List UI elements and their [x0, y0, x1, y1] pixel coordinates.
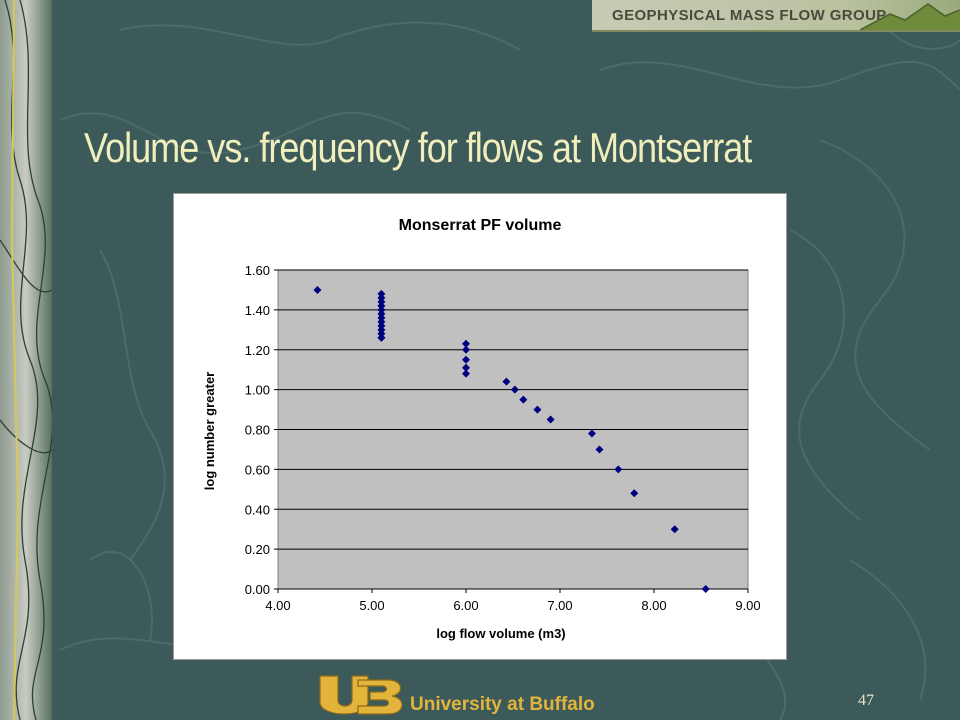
y-tick-label: 1.00 — [245, 383, 270, 398]
x-axis-ticks: 4.00 5.00 6.00 7.00 8.00 9.00 — [265, 589, 761, 613]
data-point — [701, 585, 710, 593]
data-point — [462, 345, 470, 354]
data-point — [502, 377, 511, 386]
y-axis-label: log number greater — [202, 372, 217, 490]
page-number: 47 — [858, 692, 874, 709]
x-tick-label: 7.00 — [547, 598, 572, 613]
mountain-icon — [860, 3, 960, 30]
data-point — [510, 385, 519, 394]
chart-panel: Monserrat PF volume 0.00 0.20 0.40 0.60 0.80… — [173, 193, 787, 660]
data-point — [519, 395, 528, 404]
group-name: GEOPHYSICAL MASS FLOW GROUP — [612, 7, 887, 24]
y-tick-label: 0.00 — [245, 582, 270, 597]
x-tick-label: 4.00 — [265, 598, 290, 613]
data-point — [462, 369, 470, 378]
y-tick-label: 0.60 — [245, 462, 270, 477]
data-point — [377, 333, 386, 342]
y-tick-label: 1.60 — [245, 263, 270, 278]
grid-lines — [278, 269, 748, 590]
data-point — [533, 405, 542, 414]
y-axis-ticks: 0.00 0.20 0.40 0.60 0.80 1.00 1.20 1.40 1.60 — [245, 263, 278, 597]
x-axis-label: log flow volume (m3) — [436, 626, 565, 641]
y-tick-label: 0.20 — [245, 542, 270, 557]
data-point — [462, 363, 470, 372]
chart-title: Monserrat PF volume — [399, 217, 562, 234]
data-point — [462, 339, 470, 348]
scatter-chart: Monserrat PF volume 0.00 0.20 0.40 0.60 0.80… — [202, 217, 761, 641]
data-point — [462, 355, 470, 364]
university-name: University at Buffalo — [410, 694, 595, 715]
slide-title: Volume vs. frequency for flows at Montse… — [84, 124, 752, 171]
data-point — [587, 429, 596, 438]
x-tick-label: 9.00 — [735, 598, 760, 613]
data-point — [670, 525, 679, 534]
y-tick-label: 1.20 — [245, 343, 270, 358]
data-point — [614, 465, 623, 474]
header-banner: GEOPHYSICAL MASS FLOW GROUP — [592, 0, 960, 32]
data-point — [630, 489, 639, 498]
data-point — [546, 415, 555, 424]
y-tick-label: 1.40 — [245, 303, 270, 318]
data-points — [313, 285, 710, 593]
y-tick-label: 0.40 — [245, 502, 270, 517]
y-tick-label: 0.80 — [245, 423, 270, 438]
data-point — [595, 445, 604, 454]
x-tick-label: 6.00 — [453, 598, 478, 613]
ub-logo-icon — [319, 675, 403, 715]
x-tick-label: 8.00 — [641, 598, 666, 613]
university-footer: University at Buffalo — [318, 672, 658, 718]
x-tick-label: 5.00 — [359, 598, 384, 613]
topographic-map-strip — [0, 0, 52, 720]
data-point — [313, 285, 322, 294]
